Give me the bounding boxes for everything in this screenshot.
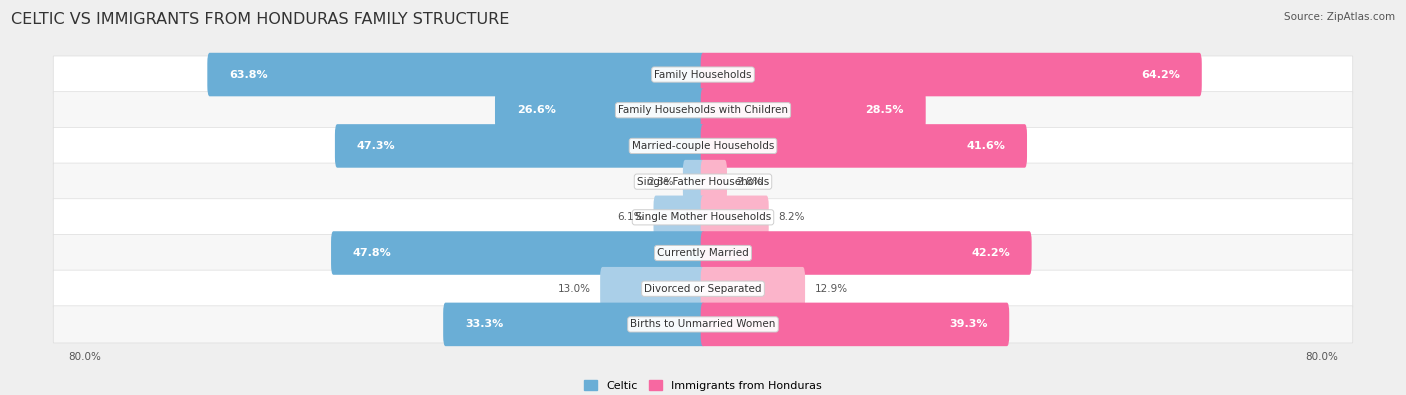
- FancyBboxPatch shape: [53, 163, 1353, 200]
- FancyBboxPatch shape: [700, 88, 925, 132]
- Text: 6.1%: 6.1%: [617, 213, 644, 222]
- Text: Family Households: Family Households: [654, 70, 752, 79]
- Text: 63.8%: 63.8%: [229, 70, 267, 79]
- Text: Source: ZipAtlas.com: Source: ZipAtlas.com: [1284, 12, 1395, 22]
- Text: Divorced or Separated: Divorced or Separated: [644, 284, 762, 294]
- Text: Single Father Households: Single Father Households: [637, 177, 769, 186]
- Text: 8.2%: 8.2%: [778, 213, 804, 222]
- FancyBboxPatch shape: [700, 160, 727, 203]
- FancyBboxPatch shape: [700, 303, 1010, 346]
- Text: 64.2%: 64.2%: [1142, 70, 1180, 79]
- FancyBboxPatch shape: [53, 92, 1353, 129]
- FancyBboxPatch shape: [443, 303, 706, 346]
- FancyBboxPatch shape: [330, 231, 706, 275]
- Text: 42.2%: 42.2%: [972, 248, 1010, 258]
- FancyBboxPatch shape: [700, 124, 1026, 168]
- Text: Currently Married: Currently Married: [657, 248, 749, 258]
- Text: 28.5%: 28.5%: [866, 105, 904, 115]
- Text: Single Mother Households: Single Mother Households: [636, 213, 770, 222]
- Text: 2.8%: 2.8%: [737, 177, 762, 186]
- FancyBboxPatch shape: [53, 270, 1353, 307]
- Text: 13.0%: 13.0%: [558, 284, 591, 294]
- FancyBboxPatch shape: [53, 306, 1353, 343]
- FancyBboxPatch shape: [53, 235, 1353, 272]
- Text: Births to Unmarried Women: Births to Unmarried Women: [630, 320, 776, 329]
- Text: CELTIC VS IMMIGRANTS FROM HONDURAS FAMILY STRUCTURE: CELTIC VS IMMIGRANTS FROM HONDURAS FAMIL…: [11, 12, 509, 27]
- FancyBboxPatch shape: [53, 127, 1353, 164]
- Text: 47.8%: 47.8%: [353, 248, 391, 258]
- Text: 26.6%: 26.6%: [516, 105, 555, 115]
- FancyBboxPatch shape: [207, 53, 706, 96]
- Text: 12.9%: 12.9%: [814, 284, 848, 294]
- FancyBboxPatch shape: [495, 88, 706, 132]
- FancyBboxPatch shape: [700, 231, 1032, 275]
- FancyBboxPatch shape: [700, 53, 1202, 96]
- Text: 33.3%: 33.3%: [465, 320, 503, 329]
- Text: 47.3%: 47.3%: [357, 141, 395, 151]
- Text: Married-couple Households: Married-couple Households: [631, 141, 775, 151]
- FancyBboxPatch shape: [683, 160, 706, 203]
- Legend: Celtic, Immigrants from Honduras: Celtic, Immigrants from Honduras: [579, 376, 827, 395]
- FancyBboxPatch shape: [654, 196, 706, 239]
- FancyBboxPatch shape: [335, 124, 706, 168]
- Text: 41.6%: 41.6%: [966, 141, 1005, 151]
- Text: 39.3%: 39.3%: [949, 320, 987, 329]
- FancyBboxPatch shape: [53, 56, 1353, 93]
- FancyBboxPatch shape: [53, 199, 1353, 236]
- FancyBboxPatch shape: [700, 267, 806, 310]
- FancyBboxPatch shape: [700, 196, 769, 239]
- FancyBboxPatch shape: [600, 267, 706, 310]
- Text: Family Households with Children: Family Households with Children: [619, 105, 787, 115]
- Text: 2.3%: 2.3%: [647, 177, 673, 186]
